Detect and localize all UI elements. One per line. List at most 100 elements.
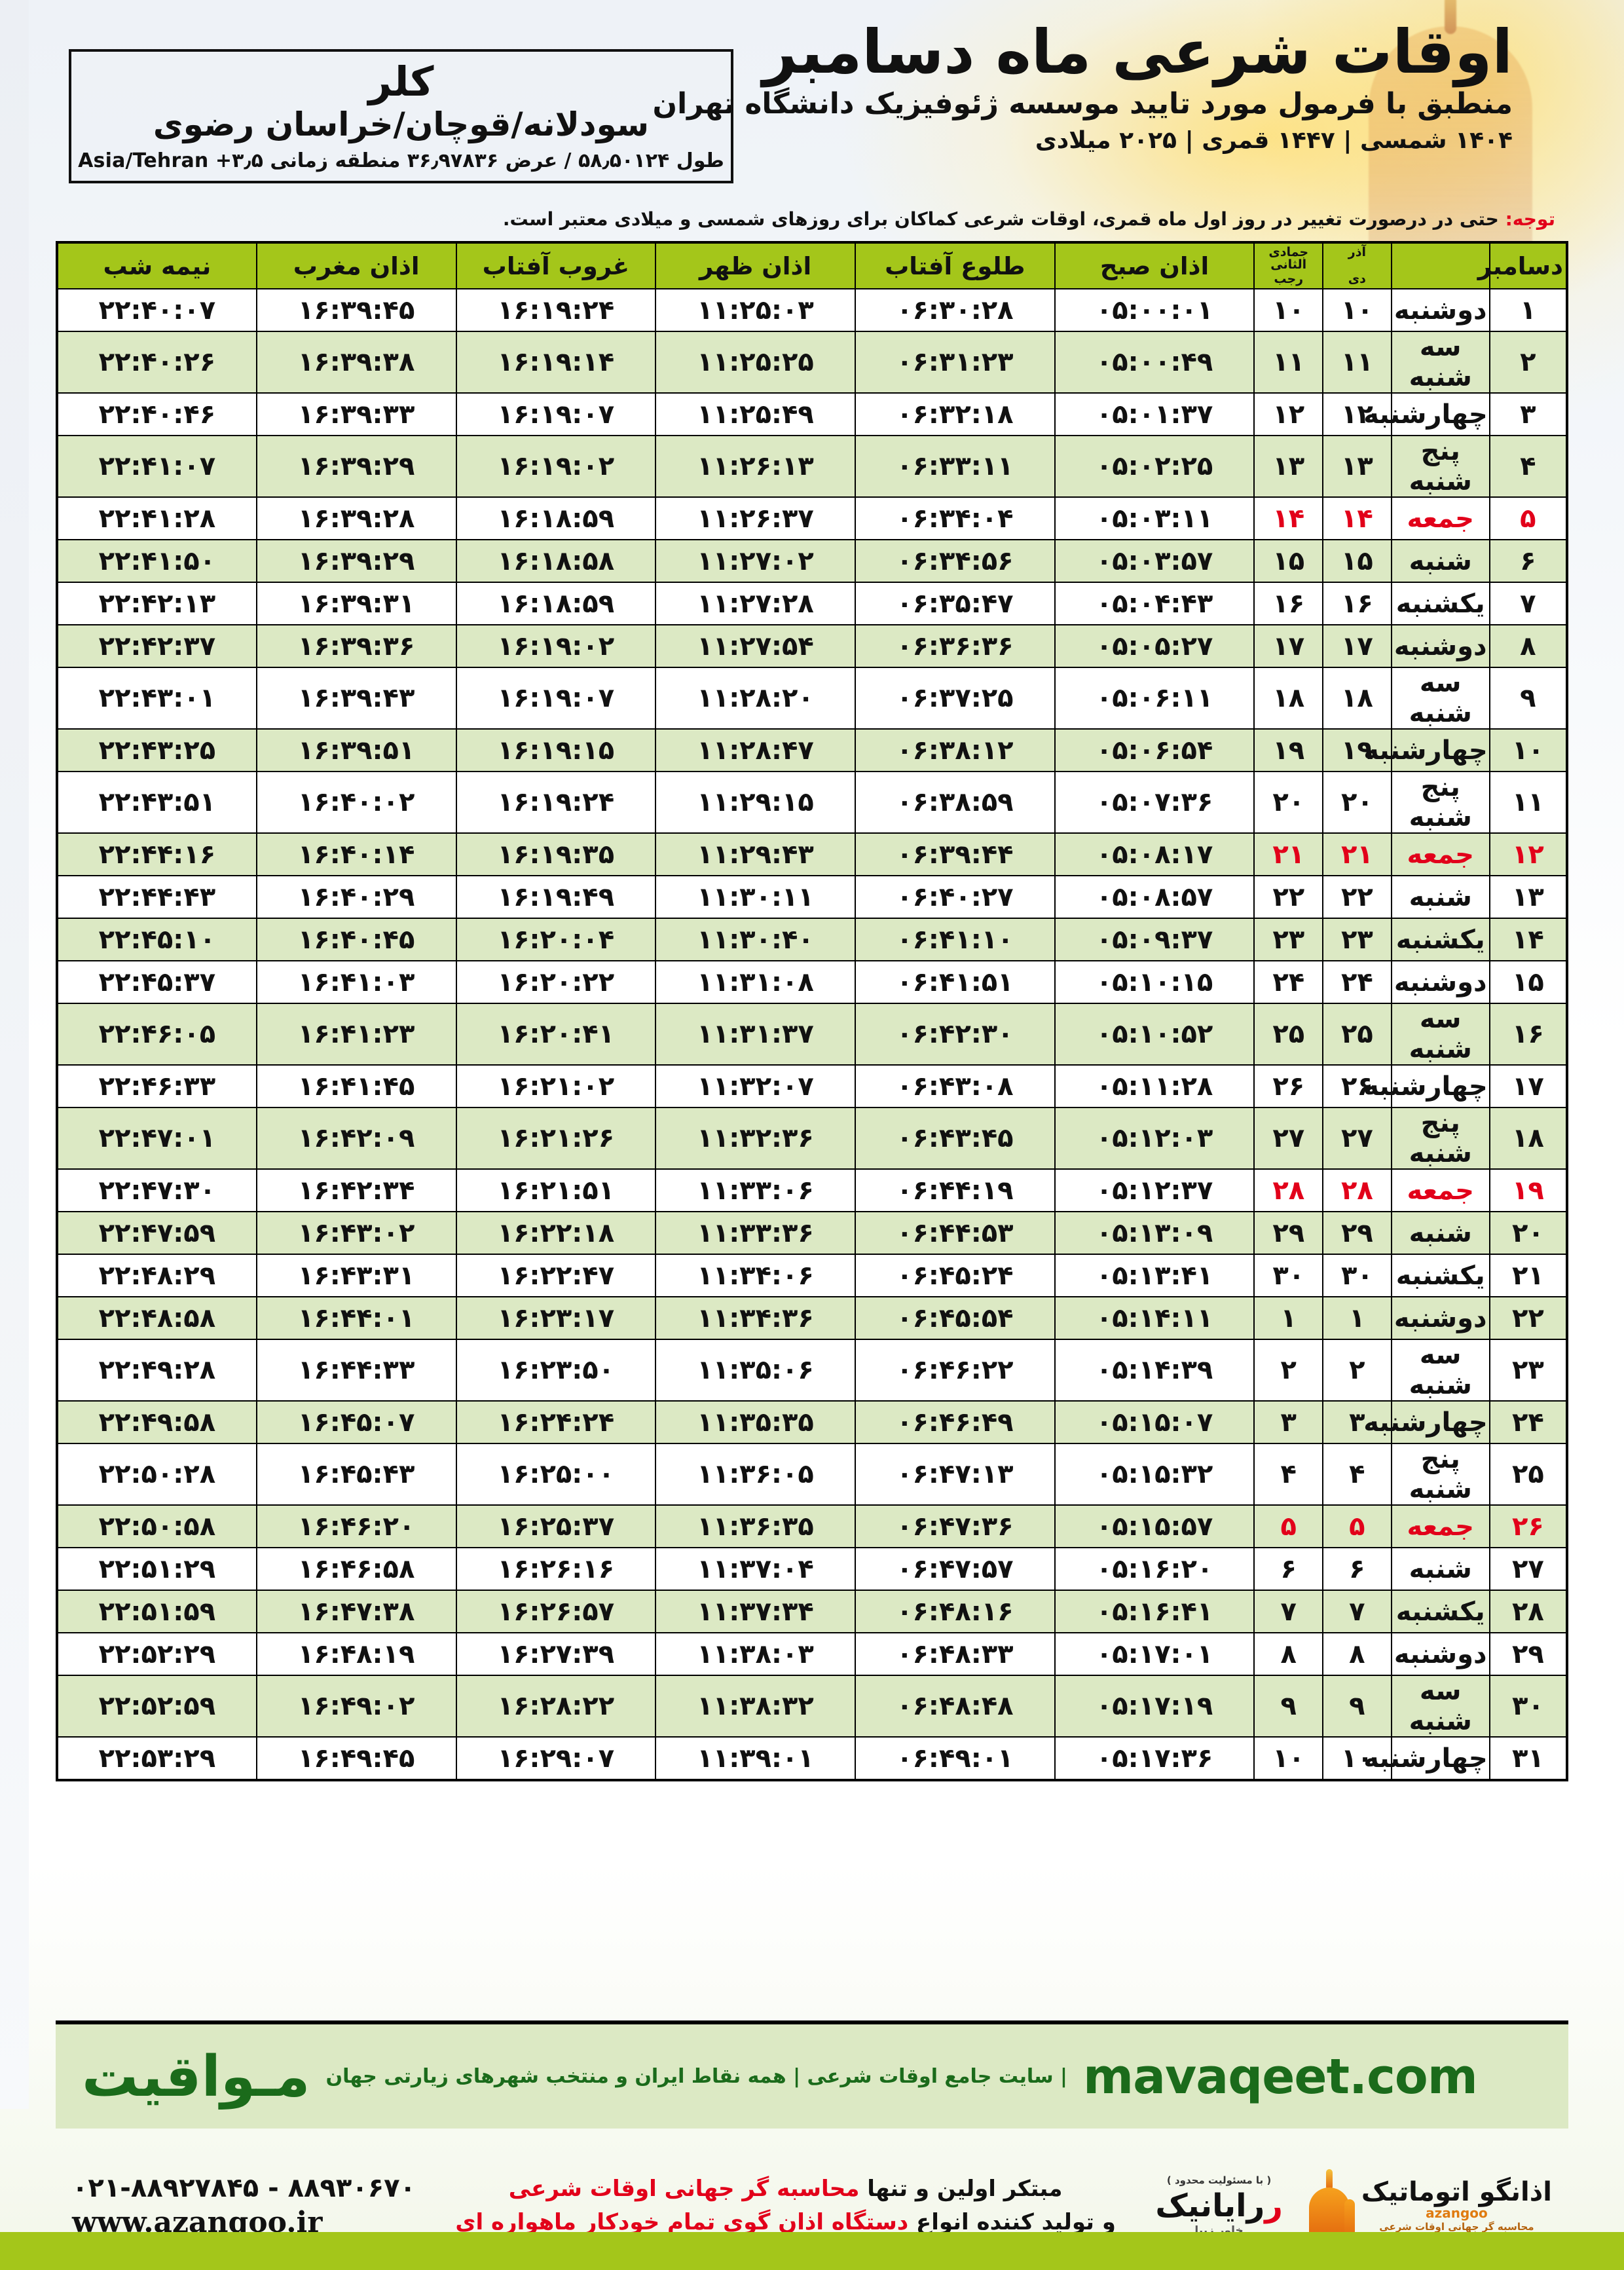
azangoo-logo[interactable]: اذانگو اتوماتیک azangoo محاسبه گر جهانی … xyxy=(1305,2169,1552,2242)
col-header-sunrise: طلوع آفتاب xyxy=(854,242,1056,289)
cell-sunrise: ۰۶:۴۰:۲۷ xyxy=(854,875,1056,919)
footer-logos: اذانگو اتوماتیک azangoo محاسبه گر جهانی … xyxy=(1155,2169,1552,2242)
brand-tagline: | سایت جامع اوقات شرعی | همه نقاط ایران … xyxy=(325,2065,1068,2088)
cell-weekday: دوشنبه xyxy=(1390,960,1490,1004)
cell-maghrib: ۱۶:۴۳:۰۲ xyxy=(255,1211,457,1255)
cell-sunrise: ۰۶:۳۸:۵۹ xyxy=(854,771,1056,834)
rayaneek-name: ررایانیک xyxy=(1155,2187,1283,2224)
cell-midnight: ۲۲:۵۱:۵۹ xyxy=(56,1590,257,1633)
title-block: اوقات شرعی ماه دسامبر منطبق با فرمول مور… xyxy=(642,18,1513,154)
cell-sunset: ۱۶:۲۳:۵۰ xyxy=(455,1339,657,1402)
cell-weekday: شنبه xyxy=(1390,875,1490,919)
cell-midnight: ۲۲:۴۲:۱۳ xyxy=(56,582,257,625)
cell-sunrise: ۰۶:۴۵:۵۴ xyxy=(854,1296,1056,1340)
cell-day: ۱۷ xyxy=(1488,1064,1568,1108)
cell-solar: ۱۷ xyxy=(1322,624,1392,668)
cell-weekday: جمعه xyxy=(1390,1168,1490,1212)
cell-solar: ۱۴ xyxy=(1322,496,1392,540)
cell-day: ۲۰ xyxy=(1488,1211,1568,1255)
cell-fajr: ۰۵:۱۳:۰۹ xyxy=(1054,1211,1255,1255)
cell-hijri: ۱۵ xyxy=(1253,539,1324,583)
cell-maghrib: ۱۶:۴۶:۲۰ xyxy=(255,1504,457,1548)
slogan-line-2-highlight: دستگاه اذان گوی تمام خودکار ماهواره ای xyxy=(455,2209,909,2235)
cell-weekday: سه شنبه xyxy=(1390,331,1490,394)
cell-solar: ۱۰ xyxy=(1322,288,1392,332)
solar-month-top: آذر xyxy=(1348,245,1366,259)
cell-day: ۱۸ xyxy=(1488,1107,1568,1170)
page-header: کلر سودلانه/قوچان/خراسان رضوی طول ۵۸٫۵۰۱… xyxy=(0,0,1624,233)
col-header-midnight: نیمه شب xyxy=(56,242,257,289)
table-row: ۲۰ شنبه ۲۹ ۲۹ ۰۵:۱۳:۰۹ ۰۶:۴۴:۵۳ ۱۱:۳۳:۳۶ ۱۶:۲۲:… xyxy=(56,1211,1568,1255)
cell-fajr: ۰۵:۱۷:۰۱ xyxy=(1054,1632,1255,1676)
cell-hijri: ۱۴ xyxy=(1253,496,1324,540)
cell-hijri: ۲۱ xyxy=(1253,832,1324,876)
cell-fajr: ۰۵:۰۹:۳۷ xyxy=(1054,918,1255,961)
cell-solar: ۳ xyxy=(1322,1400,1392,1444)
col-header-solar-month: آذر دی xyxy=(1322,242,1392,289)
table-row: ۱۶ سه شنبه ۲۵ ۲۵ ۰۵:۱۰:۵۲ ۰۶:۴۲:۳۰ ۱۱:۳۱:۳۷ ۱۶:… xyxy=(56,1003,1568,1066)
cell-maghrib: ۱۶:۳۹:۳۱ xyxy=(255,582,457,625)
cell-fajr: ۰۵:۰۵:۲۷ xyxy=(1054,624,1255,668)
rayaneek-top: ( با مسئولیت محدود ) xyxy=(1166,2174,1272,2186)
cell-maghrib: ۱۶:۴۴:۳۳ xyxy=(255,1339,457,1402)
brand-website[interactable]: mavaqeet.com xyxy=(1083,2048,1478,2105)
cell-sunset: ۱۶:۲۰:۲۲ xyxy=(455,960,657,1004)
cell-sunrise: ۰۶:۴۴:۵۳ xyxy=(854,1211,1056,1255)
cell-dhuhr: ۱۱:۲۹:۱۵ xyxy=(655,771,856,834)
cell-hijri: ۲۷ xyxy=(1253,1107,1324,1170)
cell-maghrib: ۱۶:۴۰:۲۹ xyxy=(255,875,457,919)
table-row: ۶ شنبه ۱۵ ۱۵ ۰۵:۰۳:۵۷ ۰۶:۳۴:۵۶ ۱۱:۲۷:۰۲ ۱۶:۱۸:۵… xyxy=(56,539,1568,583)
cell-hijri: ۱۰ xyxy=(1253,1736,1324,1781)
brand-name-fa: مـواقیت xyxy=(82,2043,310,2110)
cell-sunset: ۱۶:۲۴:۲۴ xyxy=(455,1400,657,1444)
col-header-gregorian-day: دسامبر xyxy=(1478,242,1568,289)
table-row: ۲۱ یکشنبه ۳۰ ۳۰ ۰۵:۱۳:۴۱ ۰۶:۴۵:۲۴ ۱۱:۳۴:۰۶ ۱۶:۲… xyxy=(56,1254,1568,1297)
cell-day: ۲۶ xyxy=(1488,1504,1568,1548)
cell-weekday: پنج شنبه xyxy=(1390,771,1490,834)
cell-weekday: جمعه xyxy=(1390,496,1490,540)
cell-sunrise: ۰۶:۳۵:۴۷ xyxy=(854,582,1056,625)
cell-sunset: ۱۶:۱۹:۴۹ xyxy=(455,875,657,919)
table-row: ۲۲ دوشنبه ۱ ۱ ۰۵:۱۴:۱۱ ۰۶:۴۵:۵۴ ۱۱:۳۴:۳۶ ۱۶:۲۳:… xyxy=(56,1296,1568,1340)
cell-fajr: ۰۵:۰۸:۵۷ xyxy=(1054,875,1255,919)
rayaneek-logo[interactable]: ( با مسئولیت محدود ) ررایانیک خاور زیبا xyxy=(1155,2174,1283,2237)
cell-maghrib: ۱۶:۴۰:۴۵ xyxy=(255,918,457,961)
cell-midnight: ۲۲:۴۶:۳۳ xyxy=(56,1064,257,1108)
cell-sunset: ۱۶:۲۰:۴۱ xyxy=(455,1003,657,1066)
cell-dhuhr: ۱۱:۳۲:۳۶ xyxy=(655,1107,856,1170)
cell-maghrib: ۱۶:۴۷:۳۸ xyxy=(255,1590,457,1633)
cell-day: ۱۹ xyxy=(1488,1168,1568,1212)
cell-weekday: شنبه xyxy=(1390,1547,1490,1591)
calendar-years: ۱۴۰۴ شمسی | ۱۴۴۷ قمری | ۲۰۲۵ میلادی xyxy=(1035,126,1513,154)
cell-maghrib: ۱۶:۴۸:۱۹ xyxy=(255,1632,457,1676)
brand-bar: mavaqeet.com | سایت جامع اوقات شرعی | هم… xyxy=(56,2020,1568,2129)
cell-dhuhr: ۱۱:۳۵:۳۵ xyxy=(655,1400,856,1444)
cell-dhuhr: ۱۱:۳۱:۰۸ xyxy=(655,960,856,1004)
table-row: ۲۹ دوشنبه ۸ ۸ ۰۵:۱۷:۰۱ ۰۶:۴۸:۳۳ ۱۱:۳۸:۰۳ ۱۶:۲۷:… xyxy=(56,1632,1568,1676)
cell-fajr: ۰۵:۱۶:۴۱ xyxy=(1054,1590,1255,1633)
cell-sunset: ۱۶:۲۸:۲۲ xyxy=(455,1675,657,1738)
cell-fajr: ۰۵:۱۱:۲۸ xyxy=(1054,1064,1255,1108)
cell-solar: ۲ xyxy=(1322,1339,1392,1402)
location-city: کلر xyxy=(368,57,434,105)
cell-dhuhr: ۱۱:۳۸:۳۲ xyxy=(655,1675,856,1738)
cell-day: ۲۲ xyxy=(1488,1296,1568,1340)
table-header-row: دسامبر آذر دی جمادی الثانی رجب xyxy=(56,242,1568,289)
prayer-times-table: دسامبر آذر دی جمادی الثانی رجب xyxy=(56,241,1568,1781)
slogan-line-2-plain: و تولید کننده انواع xyxy=(908,2209,1116,2235)
page-footer: اذانگو اتوماتیک azangoo محاسبه گر جهانی … xyxy=(0,2142,1624,2270)
cell-solar: ۴ xyxy=(1322,1443,1392,1506)
cell-fajr: ۰۵:۱۰:۵۲ xyxy=(1054,1003,1255,1066)
cell-day: ۱۲ xyxy=(1488,832,1568,876)
azangoo-sub: محاسبه گر جهانی اوقات شرعی xyxy=(1379,2221,1534,2233)
cell-sunrise: ۰۶:۴۳:۴۵ xyxy=(854,1107,1056,1170)
cell-day: ۱۴ xyxy=(1488,918,1568,961)
table-row: ۳۱ چهارشنبه ۱۰ ۱۰ ۰۵:۱۷:۳۶ ۰۶:۴۹:۰۱ ۱۱:۳۹:۰۱ ۱۶… xyxy=(56,1736,1568,1781)
cell-dhuhr: ۱۱:۳۷:۳۴ xyxy=(655,1590,856,1633)
cell-solar: ۲۵ xyxy=(1322,1003,1392,1066)
cell-maghrib: ۱۶:۴۲:۳۴ xyxy=(255,1168,457,1212)
cell-midnight: ۲۲:۴۰:۲۶ xyxy=(56,331,257,394)
cell-sunset: ۱۶:۲۶:۱۶ xyxy=(455,1547,657,1591)
cell-sunrise: ۰۶:۳۲:۱۸ xyxy=(854,392,1056,436)
